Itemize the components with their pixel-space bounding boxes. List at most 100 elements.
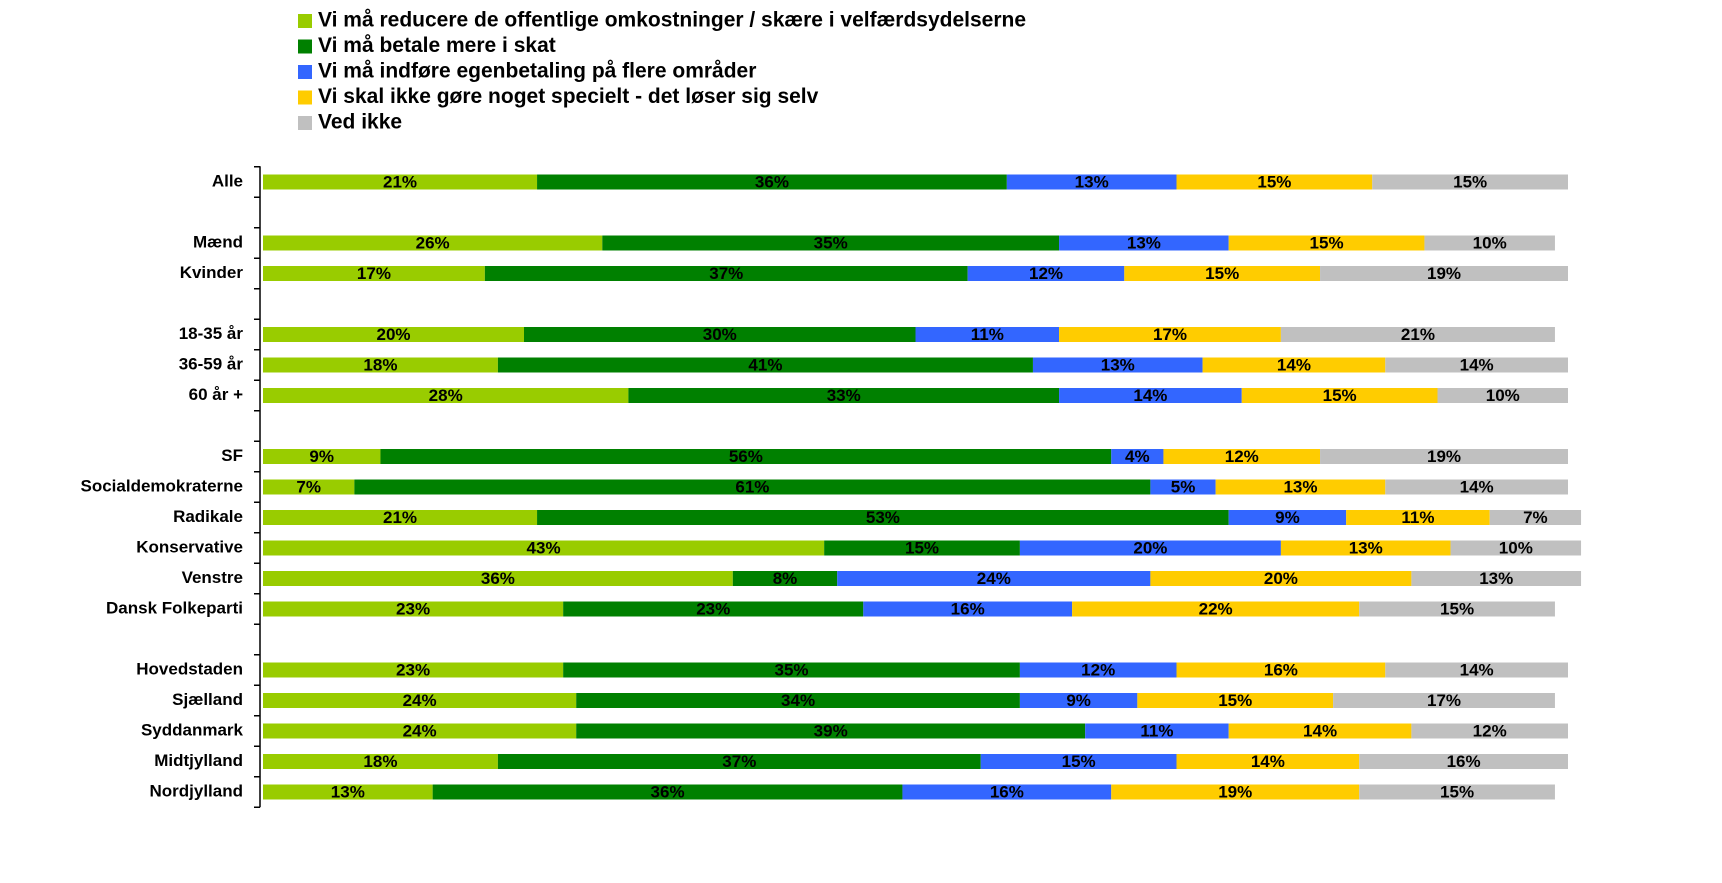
bar-segment bbox=[1411, 723, 1568, 739]
bar-segment bbox=[263, 540, 825, 556]
value-label: 23% bbox=[396, 599, 430, 618]
value-label: 19% bbox=[1218, 782, 1252, 801]
legend-label: Ved ikke bbox=[318, 111, 402, 134]
value-label: 37% bbox=[709, 264, 743, 283]
legend-swatch bbox=[298, 65, 312, 79]
bar-segment bbox=[1176, 662, 1386, 678]
category-label: Kvinder bbox=[180, 263, 244, 282]
bar-segment bbox=[576, 723, 1086, 739]
value-label: 9% bbox=[1066, 691, 1091, 710]
value-label: 39% bbox=[814, 721, 848, 740]
bar-segment bbox=[1359, 601, 1555, 617]
bar-segment bbox=[1202, 357, 1386, 373]
bar-segment bbox=[1228, 510, 1347, 525]
bar-segment bbox=[263, 388, 629, 403]
bar-segment bbox=[1072, 601, 1360, 617]
value-label: 11% bbox=[1401, 508, 1434, 527]
value-label: 19% bbox=[1427, 447, 1461, 466]
category-label: Radikale bbox=[173, 507, 243, 526]
value-label: 13% bbox=[1283, 477, 1317, 496]
value-label: 20% bbox=[1133, 538, 1167, 557]
bar-segment bbox=[1372, 174, 1568, 190]
bar-segment bbox=[1085, 723, 1229, 739]
bar-segment bbox=[1019, 540, 1281, 556]
bar-segment bbox=[1489, 510, 1582, 525]
value-label: 61% bbox=[735, 477, 769, 496]
bar-segment bbox=[1320, 266, 1568, 281]
bar-segment bbox=[1437, 388, 1568, 403]
bar-segment bbox=[1280, 540, 1451, 556]
value-label: 14% bbox=[1251, 752, 1285, 771]
value-label: 35% bbox=[814, 233, 848, 252]
value-label: 17% bbox=[1153, 325, 1187, 344]
value-label: 12% bbox=[1029, 264, 1063, 283]
bar-segment bbox=[602, 235, 1060, 251]
legend-label: Vi må reducere de offentlige omkostninge… bbox=[318, 9, 1026, 32]
value-label: 26% bbox=[416, 233, 450, 252]
value-label: 4% bbox=[1125, 447, 1150, 466]
bar-segment bbox=[380, 449, 1112, 464]
bar-segment bbox=[263, 723, 577, 739]
bar-segment bbox=[1215, 479, 1386, 495]
value-label: 15% bbox=[1440, 782, 1474, 801]
value-label: 13% bbox=[1127, 233, 1161, 252]
value-label: 34% bbox=[781, 691, 815, 710]
legend-label: Vi må indføre egenbetaling på flere områ… bbox=[318, 60, 756, 83]
value-label: 15% bbox=[1218, 691, 1252, 710]
value-label: 15% bbox=[1205, 264, 1239, 283]
value-label: 13% bbox=[1349, 538, 1383, 557]
value-label: 16% bbox=[990, 782, 1024, 801]
value-label: 16% bbox=[951, 599, 985, 618]
bar-segment bbox=[1359, 784, 1555, 800]
category-label: Syddanmark bbox=[141, 720, 244, 739]
value-label: 15% bbox=[1062, 752, 1096, 771]
category-label: 60 år + bbox=[189, 385, 243, 404]
value-label: 22% bbox=[1199, 599, 1233, 618]
bar-segment bbox=[1228, 723, 1412, 739]
category-label: Midtjylland bbox=[154, 751, 243, 770]
value-label: 43% bbox=[527, 538, 561, 557]
category-label: Mænd bbox=[193, 232, 243, 251]
category-label: SF bbox=[221, 446, 243, 465]
bar-segment bbox=[263, 662, 564, 678]
bar-segment bbox=[576, 693, 1020, 708]
value-label: 24% bbox=[403, 721, 437, 740]
bar-segment bbox=[1385, 357, 1568, 373]
bar-segment bbox=[263, 784, 433, 800]
bar-segment bbox=[1124, 266, 1321, 281]
bar-segment bbox=[1333, 693, 1555, 708]
value-label: 13% bbox=[1075, 172, 1109, 191]
bar-segment bbox=[1385, 662, 1568, 678]
bar-segment bbox=[263, 327, 524, 342]
bar-segment bbox=[1059, 327, 1281, 342]
value-label: 10% bbox=[1499, 538, 1533, 557]
bar-segment bbox=[732, 571, 838, 586]
bar-segment bbox=[537, 174, 1007, 190]
category-label: Hovedstaden bbox=[136, 659, 243, 678]
bar-segment bbox=[1150, 479, 1216, 495]
category-label: Socialdemokraterne bbox=[80, 476, 243, 495]
value-label: 18% bbox=[363, 752, 397, 771]
bar-segment bbox=[1176, 174, 1373, 190]
value-label: 15% bbox=[1453, 172, 1487, 191]
bar-segment bbox=[524, 327, 916, 342]
value-label: 11% bbox=[1140, 721, 1173, 740]
value-label: 36% bbox=[755, 172, 789, 191]
value-label: 36% bbox=[651, 782, 685, 801]
value-label: 56% bbox=[729, 447, 763, 466]
value-label: 20% bbox=[376, 325, 410, 344]
value-label: 13% bbox=[1479, 569, 1513, 588]
value-label: 35% bbox=[775, 660, 809, 679]
bar-segment bbox=[1111, 784, 1360, 800]
value-label: 14% bbox=[1460, 477, 1494, 496]
value-label: 14% bbox=[1460, 355, 1494, 374]
value-label: 18% bbox=[363, 355, 397, 374]
bar-segment bbox=[1280, 327, 1555, 342]
bar-segment bbox=[967, 266, 1125, 281]
value-label: 36% bbox=[481, 569, 515, 588]
bar-segment bbox=[1019, 662, 1177, 678]
value-label: 9% bbox=[1275, 508, 1300, 527]
value-label: 8% bbox=[773, 569, 798, 588]
value-label: 7% bbox=[296, 477, 321, 496]
bar-segment bbox=[1320, 449, 1568, 464]
